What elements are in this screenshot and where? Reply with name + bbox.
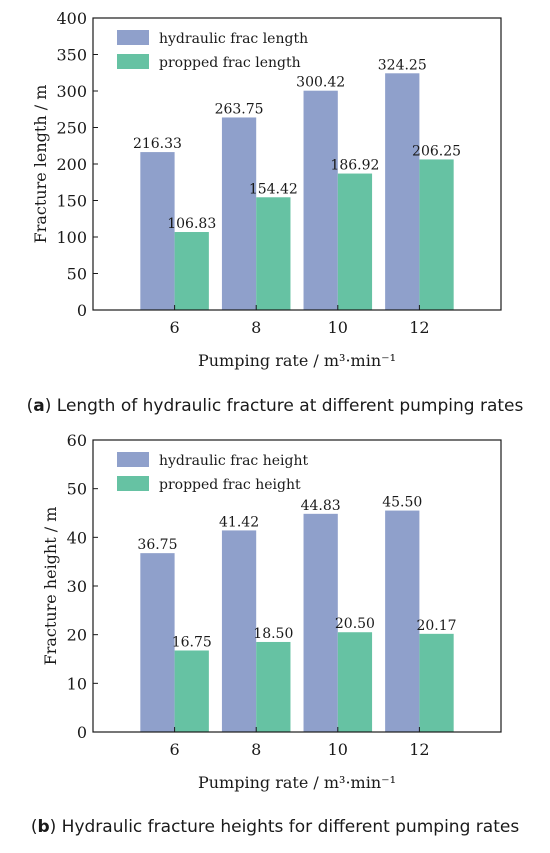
chart-a-y-tick-label-350: 350 xyxy=(56,46,87,65)
chart-a-bar-s1-6 xyxy=(174,232,209,310)
chart-b-y-tick-label-0: 0 xyxy=(77,723,87,742)
chart-a-y-tick-label-400: 400 xyxy=(56,9,87,28)
chart-b-x-tick-label-10: 10 xyxy=(328,740,348,759)
chart-a-bar-s0-6 xyxy=(140,152,175,310)
chart-b-legend-swatch-0 xyxy=(117,452,149,467)
chart-a-data-label-s0-12: 324.25 xyxy=(378,57,427,73)
chart-a-data-label-s1-6: 106.83 xyxy=(167,216,216,232)
chart-a-bar-s0-10 xyxy=(303,90,338,311)
chart-b-x-tick-label-12: 12 xyxy=(409,740,429,759)
caption-a-letter: a xyxy=(33,396,45,416)
chart-b-data-label-s1-12: 20.17 xyxy=(416,618,456,634)
chart-a-y-tick-label-0: 0 xyxy=(77,301,87,320)
chart-a-y-tick-label-100: 100 xyxy=(56,228,87,247)
chart-a-data-label-s0-8: 263.75 xyxy=(215,101,264,117)
caption-a-text: Length of hydraulic fracture at differen… xyxy=(56,396,524,416)
chart-a-svg: 216.33 106.83 6 263.75 154.42 8 300.42 186.92 10… xyxy=(31,9,502,370)
chart-b-bar-s0-12 xyxy=(385,510,420,732)
caption-b: (b) Hydraulic fracture heights for diffe… xyxy=(30,817,520,837)
chart-b-data-label-s1-10: 20.50 xyxy=(335,616,375,632)
chart-b-legend-label-1: propped frac height xyxy=(159,477,301,493)
chart-b-y-tick-label-50: 50 xyxy=(67,480,87,499)
chart-b-data-label-s0-12: 45.50 xyxy=(382,495,422,511)
chart-b-y-tick-label-60: 60 xyxy=(67,431,87,450)
caption-b-letter: b xyxy=(37,817,50,837)
chart-a-bar-s0-8 xyxy=(221,117,257,311)
chart-b-x-axis-label: Pumping rate / m³·min⁻¹ xyxy=(198,773,396,792)
chart-b-legend-swatch-1 xyxy=(117,476,149,491)
chart-b-bar-s0-6 xyxy=(140,553,175,732)
chart-b-data-label-s0-10: 44.83 xyxy=(301,498,341,514)
chart-b-data-label-s1-6: 16.75 xyxy=(172,634,212,650)
chart-a-legend-label-0: hydraulic frac length xyxy=(159,31,308,47)
chart-a-y-axis-label: Fracture length / m xyxy=(31,85,50,244)
chart-a-y-tick-label-300: 300 xyxy=(56,82,87,101)
chart-a-x-tick-label-8: 8 xyxy=(251,318,261,337)
chart-a-y-tick-label-50: 50 xyxy=(67,265,87,284)
chart-a-x-tick-label-6: 6 xyxy=(170,318,180,337)
chart-b-bar-s1-6 xyxy=(174,650,209,732)
chart-b-y-tick-label-20: 20 xyxy=(67,626,87,645)
chart-b-bar-s1-12 xyxy=(419,633,454,732)
chart-a-data-label-s1-12: 206.25 xyxy=(412,143,461,159)
chart-b-bar-s0-8 xyxy=(221,530,257,732)
chart-a-legend-label-1: propped frac length xyxy=(159,55,301,71)
chart-a-y-tick-label-250: 250 xyxy=(56,119,87,138)
chart-b-x-tick-label-6: 6 xyxy=(170,740,180,759)
chart-b-plot-frame xyxy=(92,439,502,733)
chart-b-bar-s1-10 xyxy=(337,632,373,732)
chart-panel-a: 216.33 106.83 6 263.75 154.42 8 300.42 186.92 10… xyxy=(0,0,550,385)
chart-a-data-label-s1-10: 186.92 xyxy=(330,158,379,174)
chart-b-bar-s0-10 xyxy=(303,513,338,732)
chart-b-y-tick-label-30: 30 xyxy=(67,577,87,596)
chart-a-legend-swatch-1 xyxy=(117,54,149,69)
chart-a-y-tick-label-150: 150 xyxy=(56,192,87,211)
chart-a-x-tick-label-12: 12 xyxy=(409,318,429,337)
chart-b-data-label-s1-8: 18.50 xyxy=(253,626,293,642)
chart-b-x-tick-label-8: 8 xyxy=(251,740,261,759)
chart-a-x-tick-label-10: 10 xyxy=(328,318,348,337)
chart-a-plot-frame xyxy=(92,17,502,311)
caption-a: (a) Length of hydraulic fracture at diff… xyxy=(26,396,524,416)
caption-b-text: Hydraulic fracture heights for different… xyxy=(61,817,520,837)
chart-a-bar-s1-10 xyxy=(337,173,373,310)
chart-a-bar-s1-12 xyxy=(419,159,454,310)
chart-a-data-label-s0-6: 216.33 xyxy=(133,136,182,152)
chart-a-x-axis-label: Pumping rate / m³·min⁻¹ xyxy=(198,351,396,370)
chart-a-bar-s0-12 xyxy=(385,73,420,310)
chart-b-y-axis-label: Fracture height / m xyxy=(41,507,60,666)
chart-b-data-label-s0-8: 41.42 xyxy=(219,514,259,530)
chart-a-bar-s1-8 xyxy=(256,197,291,310)
chart-a-data-label-s0-10: 300.42 xyxy=(296,75,345,91)
chart-b-y-tick-label-40: 40 xyxy=(67,528,87,547)
chart-b-svg: 36.75 16.75 6 41.42 18.50 8 44.83 20.50 10 45.50 2… xyxy=(41,431,502,792)
chart-a-data-label-s1-8: 154.42 xyxy=(249,181,298,197)
chart-b-y-tick-label-10: 10 xyxy=(67,674,87,693)
chart-b-bar-s1-8 xyxy=(256,641,291,732)
chart-panel-b: 36.75 16.75 6 41.42 18.50 8 44.83 20.50 10 45.50 2… xyxy=(0,422,550,812)
chart-a-y-tick-label-200: 200 xyxy=(56,155,87,174)
chart-a-legend-swatch-0 xyxy=(117,30,149,45)
chart-b-data-label-s0-6: 36.75 xyxy=(137,537,177,553)
chart-b-legend-label-0: hydraulic frac height xyxy=(159,453,308,469)
